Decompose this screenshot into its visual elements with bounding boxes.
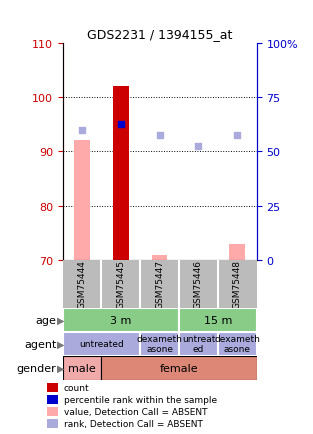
Bar [101,356,257,380]
Point [80,127,85,134]
Text: male: male [68,363,96,373]
Text: age: age [35,315,56,325]
Bar [47,395,59,404]
Text: ▶: ▶ [57,363,65,373]
Text: value, Detection Call = ABSENT: value, Detection Call = ABSENT [64,407,207,416]
Text: GSM75448: GSM75448 [233,260,242,309]
Text: 3 m: 3 m [110,315,131,325]
Text: rank, Detection Call = ABSENT: rank, Detection Call = ABSENT [64,419,203,428]
Bar [74,141,90,260]
Text: GSM75445: GSM75445 [116,260,125,309]
Bar [152,255,167,260]
Text: agent: agent [24,339,56,349]
Bar [218,332,257,356]
Bar [229,244,245,260]
Text: 15 m: 15 m [204,315,232,325]
Text: dexameth
asone: dexameth asone [137,334,182,354]
Bar [113,87,129,260]
Text: GSM75446: GSM75446 [194,260,203,309]
Bar [47,383,59,392]
Bar [140,332,179,356]
Text: untreated: untreated [79,339,124,349]
Text: GSM75444: GSM75444 [78,260,86,309]
Text: gender: gender [17,363,56,373]
Text: ▶: ▶ [57,339,65,349]
Text: female: female [160,363,198,373]
Text: count: count [64,383,89,392]
Bar [179,332,218,356]
Point [157,132,162,139]
Text: dexameth
asone: dexameth asone [214,334,260,354]
Bar [47,419,59,428]
Bar [179,308,257,332]
Bar [47,407,59,416]
Text: untreat
ed: untreat ed [182,334,215,354]
Bar [63,356,101,380]
Point [118,121,123,128]
Point [235,132,240,139]
Bar [63,308,179,332]
Text: GSM75447: GSM75447 [155,260,164,309]
Text: percentile rank within the sample: percentile rank within the sample [64,395,217,404]
Text: ▶: ▶ [57,315,65,325]
Bar [63,332,140,356]
Title: GDS2231 / 1394155_at: GDS2231 / 1394155_at [87,28,232,41]
Point [196,143,201,150]
